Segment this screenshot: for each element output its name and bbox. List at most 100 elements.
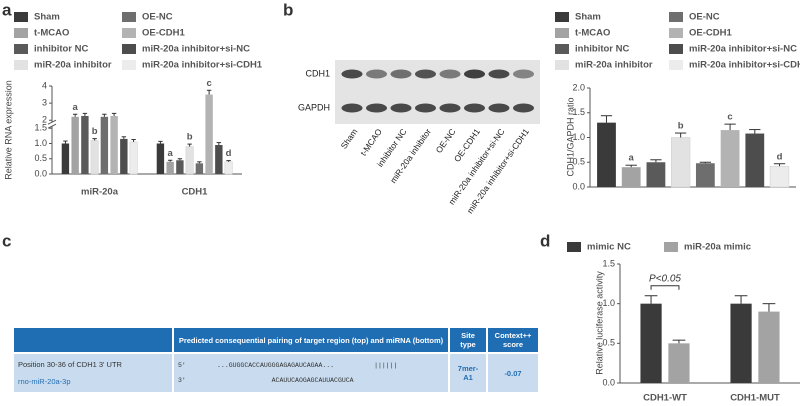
significance-letter: c (727, 112, 732, 123)
legend-swatch (669, 28, 683, 38)
significance-letter: a (629, 153, 635, 164)
lane-label: t-MCAO (358, 126, 384, 157)
y-tick-label: 1.5 (572, 107, 585, 117)
bar (621, 167, 641, 187)
bar (156, 143, 165, 174)
target-line: 5' ...GUGGCACCAUGGGAGAGAUCAGAA... |||||| (178, 362, 444, 369)
mirna-seq: ACAUUCAOGAGCAUUACGUCA (271, 377, 354, 384)
blot-band (341, 103, 363, 113)
bar (195, 163, 204, 174)
axis-break (47, 123, 57, 129)
axis-break (47, 119, 57, 125)
pairing: |||||| (374, 362, 398, 369)
legend-swatch (122, 60, 136, 70)
significance-bracket (650, 285, 680, 290)
site-type: 7mer-A1 (450, 354, 486, 392)
legend-swatch (669, 44, 683, 54)
y-tick-label: 0.5 (34, 153, 47, 163)
bar (215, 145, 223, 174)
panel-label: c (2, 231, 11, 250)
significance-label: P<0.05 (649, 273, 681, 284)
bar (129, 141, 138, 175)
y-tick-label: 0.0 (572, 181, 585, 191)
mirna: rno-miR-20a-3p (18, 377, 71, 386)
legend-label: miR-20a inhibitor (34, 60, 112, 71)
table-row: Position 30-36 of CDH1 3' UTR rno-miR-20… (14, 354, 538, 392)
header-cell (14, 328, 172, 352)
bar (224, 161, 233, 175)
table-header: Predicted consequential pairing of targe… (14, 328, 538, 352)
legend-label: miR-20a inhibitor+si-CDH1 (689, 60, 800, 71)
legend-label: mimic NC (587, 242, 631, 253)
significance-letter: b (187, 132, 193, 143)
legend-label: miR-20a mimic (684, 242, 751, 253)
y-tick-label: 1.5 (602, 258, 615, 268)
legend-swatch (555, 28, 569, 38)
bar (720, 130, 740, 187)
legend-swatch (122, 28, 136, 38)
x-tick-label: CDH1-MUT (730, 393, 780, 404)
blot-band (415, 103, 436, 113)
legend-swatch (122, 44, 136, 54)
mirna-line: 3' ACAUUCAOGAGCAUUACGUCA (178, 377, 444, 384)
y-tick-label: 3 (42, 97, 47, 107)
header-cell: Site type (450, 328, 486, 352)
x-tick-label: CDH1 (182, 187, 209, 198)
legend-swatch (555, 60, 569, 70)
legend-label: t-MCAO (34, 28, 69, 39)
blot-band (488, 103, 510, 113)
bar (695, 163, 715, 187)
x-tick-label: CDH1-WT (643, 393, 687, 404)
y-tick-label: 0.0 (602, 377, 615, 387)
legend-label: OE-CDH1 (689, 28, 732, 39)
legend-label: inhibitor NC (575, 44, 629, 55)
pairing-cell: 5' ...GUGGCACCAUGGGAGAGAUCAGAA... |||||| … (174, 354, 448, 392)
bar (90, 140, 99, 175)
panel-label: b (283, 0, 293, 19)
y-axis-label: Relative luciferase activity (594, 271, 604, 375)
bar (120, 138, 128, 174)
header-cell: Predicted consequential pairing of targe… (174, 328, 448, 352)
blot-band (366, 103, 387, 113)
bar (758, 311, 780, 383)
y-tick-label: 1.0 (34, 138, 47, 148)
bar (205, 94, 213, 174)
blot-band-label: GAPDH (298, 102, 330, 112)
y-tick-label: 2 (42, 115, 47, 125)
bar (668, 343, 690, 383)
bar (745, 133, 765, 187)
legend-label: t-MCAO (575, 28, 610, 39)
legend-label: miR-20a inhibitor+si-CDH1 (142, 60, 263, 71)
legend-label: miR-20a inhibitor (575, 60, 653, 71)
header-cell: Context++ score (488, 328, 538, 352)
blot-band (464, 103, 485, 113)
end: 3' (178, 377, 186, 384)
significance-letter: a (168, 148, 174, 159)
legend-swatch (14, 44, 28, 54)
significance-letter: d (777, 151, 783, 162)
blot-band (341, 69, 363, 79)
panel-label: d (540, 231, 550, 250)
bar (81, 115, 89, 174)
legend-label: OE-CDH1 (142, 28, 185, 39)
significance-letter: a (73, 102, 79, 113)
y-axis-label: Relative RNA expression (3, 80, 13, 180)
significance-letter: d (226, 148, 232, 159)
legend-swatch (669, 60, 683, 70)
blot-band (390, 69, 412, 79)
bar (640, 303, 662, 383)
blot-band (366, 69, 387, 79)
legend-swatch (567, 242, 581, 252)
blot-band (439, 103, 461, 113)
y-tick-label: 2.0 (572, 82, 585, 92)
end: 5' (178, 362, 186, 369)
bar (166, 161, 174, 174)
y-axis-label: CDH1/GAPDH ratio (565, 97, 575, 176)
blot-band (464, 69, 485, 79)
legend-swatch (14, 12, 28, 22)
significance-letter: b (678, 121, 684, 132)
bar (769, 165, 790, 188)
bar (100, 116, 109, 174)
bar (71, 116, 79, 174)
